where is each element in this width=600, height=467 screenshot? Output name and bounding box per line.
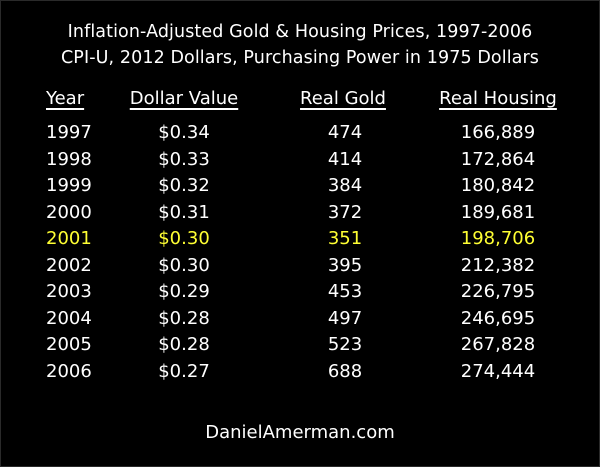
- cell-real-housing: 267,828: [460, 334, 536, 355]
- column-header-real-housing: Real Housing: [439, 88, 557, 109]
- table-row: 2003 $0.29 453 226,795: [0, 283, 600, 307]
- cell-real-housing: 274,444: [460, 360, 536, 382]
- cell-year: 2006: [46, 360, 92, 382]
- cell-real-gold: 688: [327, 360, 363, 382]
- cell-dollar-value: $0.28: [158, 307, 210, 329]
- cell-real-gold: 351: [327, 228, 363, 249]
- table-row: 2002 $0.30 395 212,382: [0, 254, 600, 281]
- cell-year: 2002: [46, 254, 92, 276]
- cell-real-housing: 246,695: [460, 307, 536, 329]
- cell-year: 2003: [46, 281, 92, 302]
- cell-dollar-value: $0.30: [158, 228, 210, 249]
- cell-real-gold: 372: [327, 201, 363, 223]
- cell-dollar-value: $0.28: [158, 334, 210, 355]
- cell-dollar-value: $0.31: [158, 201, 210, 223]
- cell-real-housing: 212,382: [460, 254, 536, 276]
- cell-real-gold: 474: [327, 122, 363, 143]
- cell-real-gold: 523: [327, 334, 363, 355]
- table-row: 2001 $0.30 351 198,706: [0, 230, 600, 254]
- cell-dollar-value: $0.27: [158, 360, 210, 382]
- table-row: 1998 $0.33 414 172,864: [0, 148, 600, 175]
- cell-real-housing: 198,706: [460, 228, 536, 249]
- cell-real-housing: 166,889: [460, 122, 536, 143]
- table-row: 2004 $0.28 497 246,695: [0, 307, 600, 334]
- cell-real-housing: 180,842: [460, 175, 536, 196]
- table-row: 1999 $0.32 384 180,842: [0, 177, 600, 201]
- table-row: 2000 $0.31 372 189,681: [0, 201, 600, 228]
- column-header-real-gold: Real Gold: [300, 88, 386, 109]
- chart-title: Inflation-Adjusted Gold & Housing Prices…: [67, 22, 533, 42]
- column-header-dollar-value: Dollar Value: [129, 88, 239, 109]
- table-row: 1997 $0.34 474 166,889: [0, 124, 600, 148]
- cell-real-gold: 497: [327, 307, 363, 329]
- footer-website: DanielAmerman.com: [205, 422, 395, 443]
- cell-dollar-value: $0.30: [158, 254, 210, 276]
- cell-year: 2000: [46, 201, 92, 223]
- table-row: 2005 $0.28 523 267,828: [0, 336, 600, 360]
- table-row: 2006 $0.27 688 274,444: [0, 360, 600, 387]
- cell-year: 2004: [46, 307, 92, 329]
- cell-real-gold: 395: [327, 254, 363, 276]
- cell-year: 2001: [46, 228, 92, 249]
- cell-year: 1997: [46, 122, 92, 143]
- cell-real-gold: 384: [327, 175, 363, 196]
- chart-subtitle: CPI-U, 2012 Dollars, Purchasing Power in…: [60, 48, 539, 68]
- cell-year: 1998: [46, 148, 92, 170]
- column-header-year: Year: [46, 88, 85, 109]
- cell-dollar-value: $0.34: [158, 122, 210, 143]
- cell-real-housing: 189,681: [460, 201, 536, 223]
- cell-dollar-value: $0.29: [158, 281, 210, 302]
- cell-dollar-value: $0.32: [158, 175, 210, 196]
- cell-real-gold: 453: [327, 281, 363, 302]
- cell-real-housing: 172,864: [460, 148, 536, 170]
- cell-year: 1999: [46, 175, 92, 196]
- cell-real-gold: 414: [327, 148, 363, 170]
- cell-dollar-value: $0.33: [158, 148, 210, 170]
- cell-year: 2005: [46, 334, 92, 355]
- cell-real-housing: 226,795: [460, 281, 536, 302]
